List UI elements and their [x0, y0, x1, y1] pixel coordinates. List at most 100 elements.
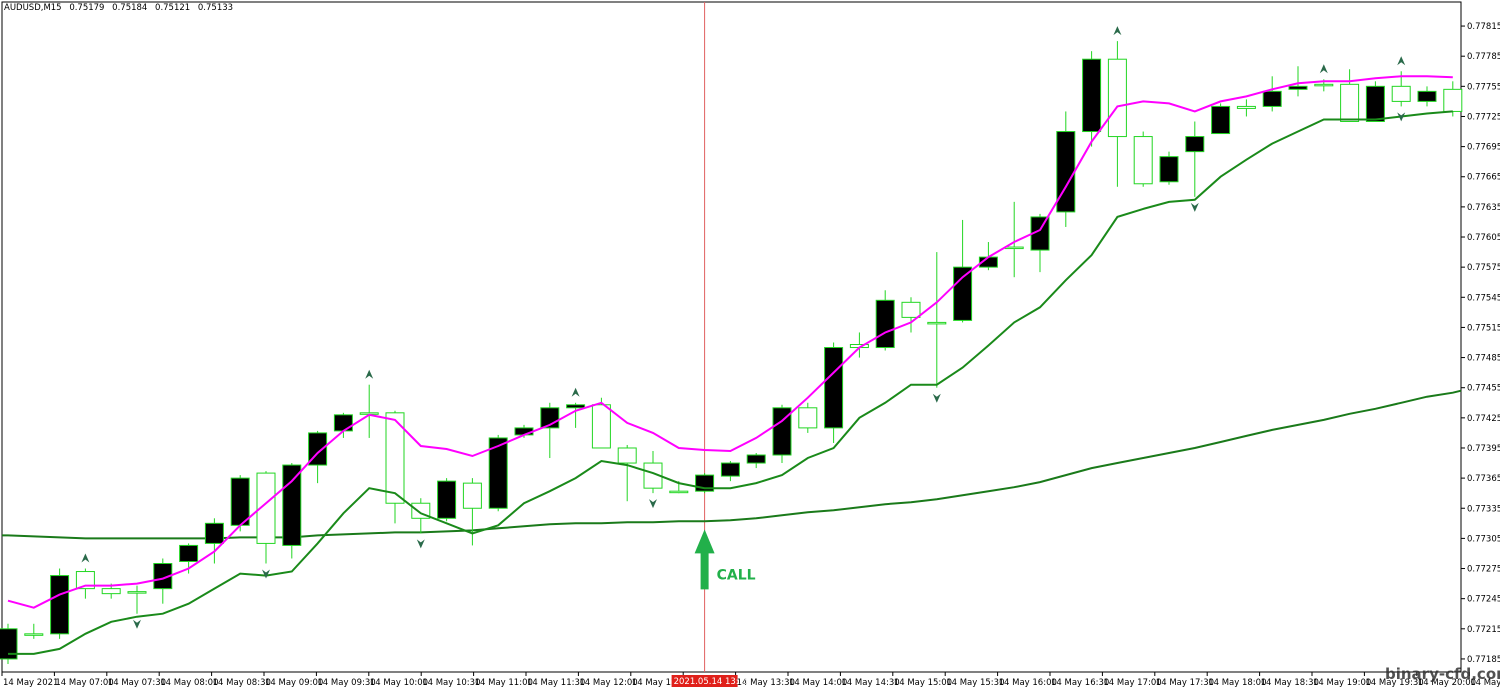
- y-tick-label: 0.77215: [1467, 625, 1500, 635]
- x-tick-label: 14 May 16:00: [999, 678, 1057, 688]
- y-tick-label: 0.77575: [1467, 263, 1500, 273]
- candle-bull: [901, 301, 921, 318]
- y-tick-label: 0.77485: [1467, 354, 1500, 364]
- candle-bear: [1211, 105, 1231, 135]
- candle-bear: [282, 464, 302, 546]
- x-tick-label: 14 May 10:00: [370, 678, 428, 688]
- candle-bear: [824, 347, 844, 429]
- candle-bull: [75, 571, 95, 590]
- y-tick-label: 0.77185: [1467, 655, 1500, 665]
- x-tick-label: 14 May 20:00: [1418, 678, 1476, 688]
- y-tick-label: 0.77785: [1467, 52, 1500, 62]
- candle-bull: [1391, 85, 1411, 102]
- fractal-down-icon: [1190, 202, 1199, 212]
- fractal-up-icon: [81, 553, 90, 563]
- candle-bull: [617, 447, 637, 464]
- fractal-down-icon: [416, 539, 425, 549]
- y-tick-label: 0.77395: [1467, 444, 1500, 454]
- x-tick-label: 14 May 15:00: [894, 678, 952, 688]
- y-tick-label: 0.77635: [1467, 203, 1500, 213]
- candle-bear: [566, 404, 586, 409]
- y-tick-label: 0.77335: [1467, 504, 1500, 514]
- x-tick-label: 14 May 17:00: [1103, 678, 1161, 688]
- candle-bull: [1340, 83, 1360, 122]
- x-tick-label: 14 May 11:00: [475, 678, 533, 688]
- fractal-down-icon: [649, 499, 657, 509]
- chart-header: AUDUSD,M15 0.75179 0.75184 0.75121 0.751…: [4, 3, 238, 13]
- candle-bear: [746, 454, 766, 464]
- x-tick-label: 14 May 2021: [3, 678, 58, 688]
- fractal-up-icon: [1319, 64, 1328, 74]
- y-tick-label: 0.77515: [1467, 323, 1500, 333]
- fractal-down-icon: [262, 569, 270, 579]
- y-tick-label: 0.77425: [1467, 414, 1500, 424]
- close-value: 0.75133: [197, 3, 234, 13]
- x-tick-label: 14 May 17:30: [1156, 678, 1214, 688]
- x-tick-label: 14 May 12:00: [579, 678, 637, 688]
- x-tick-label: 14 May 20:: [1470, 678, 1500, 688]
- x-tick-label: 14 May 07:00: [55, 678, 113, 688]
- x-tick-label: 14 May 07:30: [108, 678, 166, 688]
- y-tick-label: 0.77725: [1467, 112, 1500, 122]
- x-tick-label: 14 May 18:30: [1261, 678, 1319, 688]
- candle-bull: [101, 588, 121, 595]
- candle-bull: [1443, 88, 1463, 112]
- candle-bear: [1417, 90, 1437, 102]
- call-arrow-icon: [694, 529, 715, 590]
- fractal-down-icon: [1397, 112, 1406, 122]
- y-tick-label: 0.77455: [1467, 384, 1500, 394]
- y-tick-label: 0.77275: [1467, 565, 1500, 575]
- x-tick-label: 14 May 19:30: [1365, 678, 1423, 688]
- candle-bear: [204, 522, 224, 544]
- fractal-up-icon: [1397, 56, 1406, 66]
- candle-bull: [1133, 136, 1153, 185]
- x-tick-label: 14 May 08:00: [160, 678, 218, 688]
- x-tick-label: 14 May 16:30: [1051, 678, 1109, 688]
- candle-bull: [1236, 105, 1256, 109]
- candle-bull: [1004, 246, 1024, 250]
- candle-bear: [1159, 156, 1179, 183]
- candle-bull: [669, 490, 689, 494]
- open-value: 0.75179: [69, 3, 105, 13]
- candle-bear: [333, 414, 353, 432]
- ma-slow-line: [8, 110, 1453, 655]
- y-tick-label: 0.77665: [1467, 173, 1500, 183]
- y-tick-label: 0.77545: [1467, 293, 1500, 303]
- candle-bull: [385, 412, 405, 504]
- candle-bear: [720, 462, 740, 477]
- x-tick-label: 14 May 13:30: [737, 678, 795, 688]
- candle-bull: [591, 404, 611, 449]
- candle-bear: [488, 437, 508, 509]
- candle-bear: [875, 299, 895, 349]
- x-tick-label: 14 May 11:30: [527, 678, 585, 688]
- candle-bull: [256, 472, 276, 544]
- x-tick-label: 14 May 10:30: [422, 678, 480, 688]
- symbol-label: AUDUSD,M15: [4, 3, 62, 13]
- x-tick-label: 14 May 15:30: [946, 678, 1004, 688]
- x-tick-label: 14 May 09:30: [317, 678, 375, 688]
- candle-bear: [1185, 136, 1205, 153]
- fractal-down-icon: [133, 619, 141, 629]
- candle-bear: [772, 407, 792, 456]
- x-tick-label: 14 May 14:00: [789, 678, 847, 688]
- x-tick-label: 14 May 08:30: [213, 678, 271, 688]
- fractal-up-icon: [365, 369, 374, 379]
- candle-bear: [230, 477, 250, 526]
- candle-bull: [127, 591, 147, 594]
- ma-long-line: [2, 389, 1462, 540]
- y-tick-label: 0.77365: [1467, 474, 1500, 484]
- y-tick-label: 0.77305: [1467, 534, 1500, 544]
- candle-bear: [437, 480, 457, 519]
- x-tick-label: 14 May 19:00: [1313, 678, 1371, 688]
- candle-bull: [798, 407, 818, 429]
- fractal-down-icon: [932, 393, 941, 403]
- candle-bull: [1314, 83, 1334, 87]
- candle-bear: [1365, 85, 1385, 122]
- watermark: binary-cfd.com: [1385, 665, 1500, 683]
- candle-bull: [462, 482, 482, 509]
- low-value: 0.75121: [155, 3, 191, 13]
- candle-bear: [953, 266, 973, 321]
- candle-bear: [1082, 58, 1102, 133]
